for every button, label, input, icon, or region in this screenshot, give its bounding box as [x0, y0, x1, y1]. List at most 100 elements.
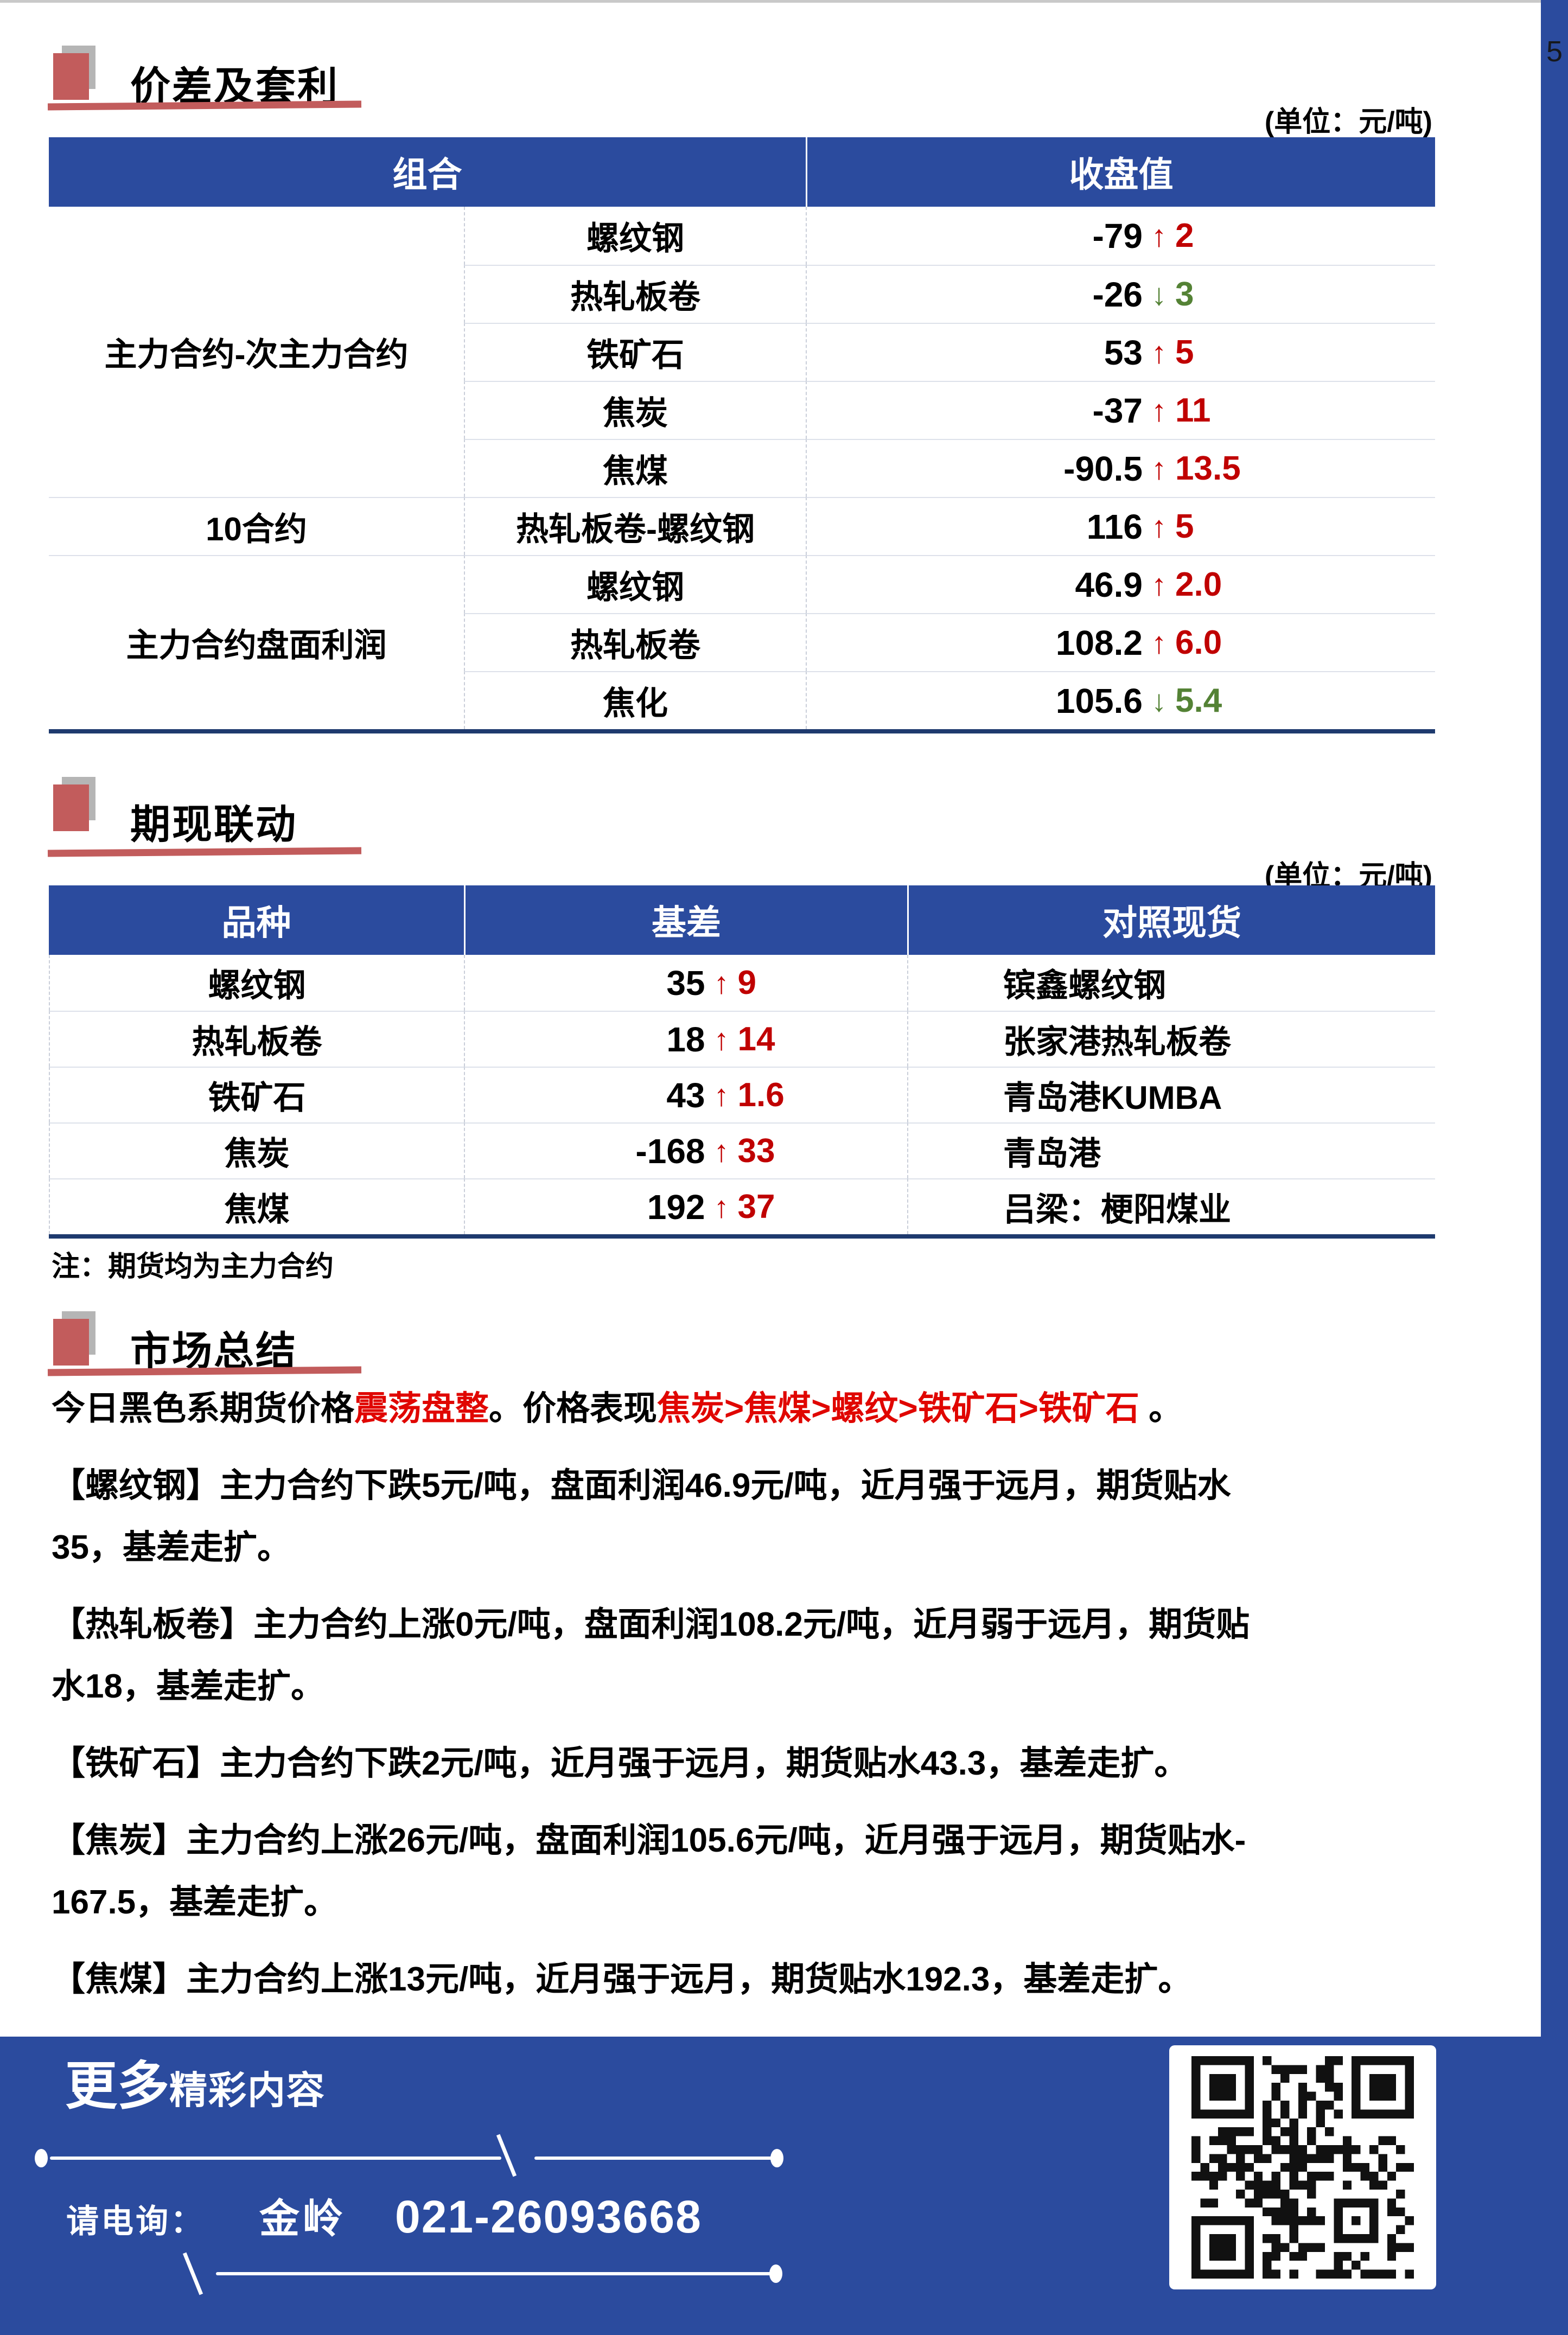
up-arrow-icon: ↑	[1151, 451, 1167, 486]
marker-square	[53, 784, 89, 831]
divider-line	[534, 2157, 773, 2160]
page-edge-strip	[1541, 0, 1568, 2335]
table-footnote: 注：期货均为主力合约	[52, 1251, 334, 1283]
row-label: 螺纹钢	[464, 555, 806, 613]
column-header-close: 收盘值	[806, 137, 1435, 207]
group-label: 主力合约盘面利润	[49, 555, 464, 729]
summary-line: 【焦炭】主力合约上涨26元/吨，盘面利润105.6元/吨，近月强于远月，期货贴水…	[52, 1810, 1440, 1872]
text-segment: 今日黑色系期货价格	[52, 1390, 355, 1427]
text-segment: 【铁矿石】主力合约下跌2元/吨，近月强于远月，期货贴水43.3，基差走扩。	[52, 1745, 1188, 1782]
row-label: 热轧板卷	[464, 613, 806, 671]
basis-table: 品种 基差 对照现货 螺纹钢 35 ↑ 9 镔鑫螺纹钢 热轧板卷 18 ↑ 14 张家港热轧板卷铁…	[49, 885, 1435, 1239]
divider-slash	[182, 2252, 203, 2295]
close-value-cell: -26 ↓ 3	[806, 265, 1435, 323]
up-arrow-icon: ↑	[713, 1022, 729, 1056]
text-segment: 【焦炭】主力合约上涨26元/吨，盘面利润105.6元/吨，近月强于远月，期货贴水…	[52, 1822, 1246, 1859]
row-label: 螺纹钢	[464, 207, 806, 265]
group-label: 10合约	[49, 497, 464, 555]
close-value: 192	[647, 1187, 705, 1227]
change-value: 33	[737, 1132, 775, 1170]
text-segment: 震荡盘整	[354, 1390, 489, 1427]
text-segment: 焦炭>焦煤>螺纹>铁矿石>铁矿石	[657, 1390, 1139, 1427]
footer: 更多 精彩内容 请电询： 金岭 021-26093668	[0, 2037, 1568, 2335]
summary-line: 167.5，基差走扩。	[52, 1872, 1440, 1934]
up-arrow-icon: ↑	[1151, 219, 1167, 253]
summary-line: 35，基差走扩。	[52, 1517, 1440, 1579]
contact-row: 请电询： 金岭 021-26093668	[66, 2186, 702, 2244]
close-value: 116	[1086, 507, 1143, 546]
up-arrow-icon: ↑	[1151, 393, 1167, 428]
change-value: 37	[737, 1188, 775, 1226]
close-value: 105.6	[1055, 681, 1143, 720]
change-value: 1.6	[737, 1076, 785, 1114]
up-arrow-icon: ↑	[713, 1134, 729, 1168]
up-arrow-icon: ↑	[1151, 626, 1167, 660]
close-value-cell: 108.2 ↑ 6.0	[806, 613, 1435, 671]
change-value: 9	[737, 964, 756, 1001]
divider-line	[216, 2272, 772, 2275]
close-value: 18	[666, 1019, 705, 1059]
title-underline	[47, 1366, 362, 1376]
close-value-cell: 46.9 ↑ 2.0	[806, 555, 1435, 613]
row-label: 热轧板卷	[49, 1011, 464, 1067]
footer-slogan: 更多 精彩内容	[65, 2060, 326, 2113]
close-value: 46.9	[1075, 565, 1143, 604]
divider-slash	[496, 2134, 517, 2177]
summary-line: 【焦煤】主力合约上涨13元/吨，近月强于远月，期货贴水192.3，基差走扩。	[52, 1949, 1440, 2011]
text-segment: 【焦煤】主力合约上涨13元/吨，近月强于远月，期货贴水192.3，基差走扩。	[52, 1961, 1192, 1998]
group-label: 主力合约-次主力合约	[104, 336, 409, 373]
change-value: 13.5	[1175, 450, 1241, 487]
unit-label: (单位：元/吨)	[1264, 106, 1432, 138]
spot-reference: 镔鑫螺纹钢	[907, 955, 1435, 1011]
slogan-small: 精彩内容	[169, 2069, 326, 2111]
change-value: 3	[1175, 276, 1194, 313]
qr-code-icon	[1191, 2056, 1414, 2279]
divider-dot	[770, 2149, 783, 2167]
contact-label: 请电询：	[66, 2203, 205, 2240]
row-label: 铁矿石	[49, 1067, 464, 1122]
close-value-cell: 43 ↑ 1.6	[464, 1067, 907, 1122]
change-value: 2	[1175, 217, 1194, 254]
divider-dot	[769, 2264, 782, 2283]
up-arrow-icon: ↑	[1151, 567, 1167, 602]
close-value-cell: -79 ↑ 2	[806, 207, 1435, 265]
change-value: 14	[737, 1020, 775, 1058]
spot-reference: 张家港热轧板卷	[907, 1011, 1435, 1067]
close-value: -26	[1092, 275, 1143, 314]
close-value: 35	[666, 963, 705, 1003]
row-label: 铁矿石	[464, 323, 806, 381]
spot-reference: 青岛港KUMBA	[907, 1067, 1435, 1122]
marker-square	[53, 1319, 89, 1366]
close-value-cell: 192 ↑ 37	[464, 1178, 907, 1234]
column-header-variety: 品种	[49, 885, 464, 955]
up-arrow-icon: ↑	[713, 1190, 729, 1224]
section-title-summary: 市场总结	[130, 1329, 297, 1374]
slogan-big: 更多	[65, 2057, 169, 2115]
summary-line: 【螺纹钢】主力合约下跌5元/吨，盘面利润46.9元/吨，近月强于远月，期货贴水	[52, 1455, 1440, 1517]
text-segment: 水18，基差走扩。	[52, 1668, 324, 1705]
contact-name: 金岭	[259, 2196, 346, 2241]
divider-line	[50, 2157, 501, 2160]
row-label: 焦炭	[464, 381, 806, 439]
summary-line: 今日黑色系期货价格震荡盘整。价格表现焦炭>焦煤>螺纹>铁矿石>铁矿石 。	[52, 1378, 1440, 1440]
top-divider	[0, 0, 1568, 3]
close-value: 53	[1104, 333, 1143, 372]
qr-card	[1169, 2045, 1436, 2289]
change-value: 5	[1175, 334, 1194, 371]
spot-reference: 吕梁：梗阳煤业	[907, 1178, 1435, 1234]
text-segment: 【螺纹钢】主力合约下跌5元/吨，盘面利润46.9元/吨，近月强于远月，期货贴水	[52, 1467, 1231, 1504]
close-value: 43	[666, 1075, 705, 1115]
row-label: 热轧板卷	[464, 265, 806, 323]
contact-phone: 021-26093668	[395, 2191, 702, 2242]
change-value: 5.4	[1175, 682, 1222, 719]
summary-line: 【热轧板卷】主力合约上涨0元/吨，盘面利润108.2元/吨，近月弱于远月，期货贴	[52, 1594, 1440, 1656]
change-value: 11	[1175, 392, 1211, 429]
section-marker-icon	[53, 1311, 99, 1367]
arbitrage-table: 组合 收盘值 主力合约-次主力合约 螺纹钢 -79 ↑ 2 热轧板卷 -26 ↓ 3 铁矿石 53 ↑…	[49, 137, 1435, 733]
close-value: -79	[1092, 216, 1143, 256]
up-arrow-icon: ↑	[713, 966, 729, 1000]
close-value-cell: 116 ↑ 5	[806, 497, 1435, 555]
change-value: 6.0	[1175, 624, 1222, 661]
section-title-basis: 期现联动	[130, 802, 297, 847]
